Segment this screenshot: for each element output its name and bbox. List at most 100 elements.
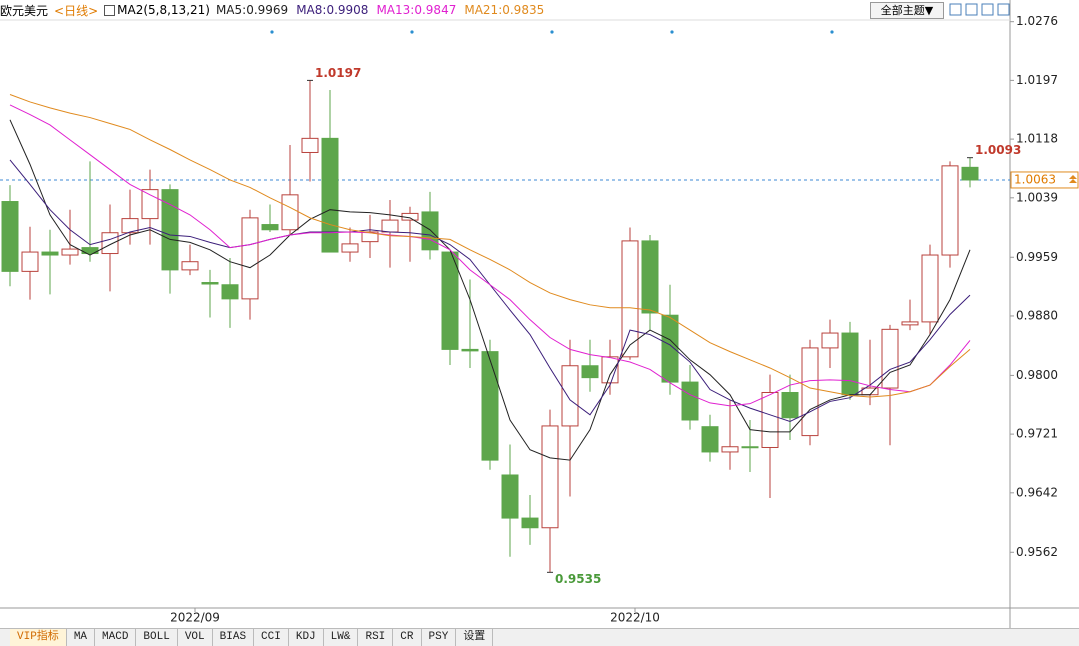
y-tick-label: 0.9880 [1016,308,1058,322]
candle-body [841,332,859,396]
y-tick-label: 1.0197 [1016,73,1058,87]
indicator-tab[interactable]: MACD [95,629,137,646]
candle-body [961,166,979,181]
candle-body [601,356,619,384]
indicator-tab[interactable]: LW& [324,629,359,646]
legend-value: 0.9847 [410,3,456,17]
indicator-tab[interactable]: VOL [178,629,213,646]
candle-body [41,251,59,256]
candle-body [641,240,659,314]
extreme-label: 1.0197 [315,66,361,80]
y-tick-label: 0.9562 [1016,545,1058,559]
y-tick-label: 0.9721 [1016,427,1058,441]
indicator-tab[interactable]: VIP指标 [10,629,67,646]
indicator-tab[interactable]: RSI [358,629,394,646]
indicator-tab[interactable]: CCI [254,629,289,646]
legend-entry: MA130.9847 [376,3,456,17]
candle-body [381,219,399,233]
candle-body [1,201,19,272]
candle-body [761,391,779,448]
candle-body [481,351,499,461]
legend-name: MA21 [464,3,499,17]
candle-body [21,251,39,272]
candle-body [881,328,899,389]
legend-name: MA13 [376,3,411,17]
candle-body [341,243,359,253]
candle-body [421,211,439,251]
extreme-label: 0.9535 [555,572,601,586]
candle-body [621,240,639,358]
candle-body [61,248,79,256]
symbol-title: 欧元美元 [0,3,49,18]
candle-body [161,189,179,271]
candle-body [681,381,699,421]
y-tick-label: 1.0039 [1016,190,1058,204]
candle-body [141,189,159,220]
candle-body [581,365,599,379]
candle-body [101,232,119,255]
indicator-tab[interactable]: MA [67,629,96,646]
candle-body [561,365,579,427]
ma-line [9,94,971,398]
ma-line [9,119,971,461]
legend-entry: MA210.9835 [464,3,544,17]
candle-body [901,321,919,326]
candle-body [501,474,519,519]
candle-body [461,348,479,352]
candle-body [241,217,259,300]
indicator-tab[interactable]: PSY [422,629,457,646]
period[interactable]: <日线> [54,3,99,18]
indicator-tab[interactable]: BOLL [136,629,178,646]
legend-value: 0.9908 [322,3,368,17]
x-tick-label: 2022/10 [610,611,660,625]
last-price-arrow [1069,174,1077,183]
legend-entry: MA50.9969 [216,3,288,17]
legend-entry: MA80.9908 [296,3,368,17]
theme-button[interactable]: 全部主题▼ [870,2,944,19]
candle-body [361,231,379,243]
candle-body [941,165,959,256]
indicator-tab[interactable]: BIAS [213,629,255,646]
y-tick-label: 0.9959 [1016,250,1058,264]
legend-value: 0.9835 [498,3,544,17]
candle-body [441,251,459,350]
candle-body [221,284,239,300]
indicator-tabs: VIP指标 MA MACD BOLL VOL BIAS CCI KDJ LW& RSI CR PSY 设… [0,628,1079,646]
indicator-tab[interactable]: 设置 [456,629,494,646]
y-tick-label: 0.9800 [1016,368,1058,382]
y-tick-label: 1.0118 [1016,132,1058,146]
indicator-tab[interactable]: KDJ [289,629,324,646]
y-tick-label: 0.9642 [1016,485,1058,499]
candle-body [121,218,139,234]
candle-body [701,426,719,453]
view-icons[interactable] [949,3,1010,16]
candle-body [281,194,299,231]
legend-value: 0.9969 [242,3,288,17]
candle-body [321,137,339,253]
x-tick-label: 2022/09 [170,611,220,625]
legend-name: MA8 [296,3,323,17]
indicator-tab[interactable]: CR [393,629,422,646]
event-dots [270,30,834,34]
legend-name: MA5 [215,3,243,17]
extreme-label: 1.0093 [975,143,1021,157]
candle-body [661,314,679,383]
candle-body [801,347,819,437]
candle-body [301,137,319,153]
chart: 1.0276 1.0197 1.0118 1.0039 0.9959 0.9880 0.98… [0,0,1079,628]
candle-body [201,282,219,285]
toolbar: 欧元美元 <日线> MA2(5,8,13,21) MA50.9969MA80.9… [0,0,1010,20]
last-price-label: 1.0063 [1014,172,1056,186]
ma-line [9,104,971,407]
y-tick-label: 1.0276 [1016,14,1058,28]
indicator-name: MA2(5,8,13,21) [117,3,210,17]
last-price-box [1010,171,1079,189]
candle-body [261,224,279,231]
candle-body [521,517,539,529]
indicator-icon[interactable] [104,4,116,16]
candle-body [181,261,199,271]
candle-body [921,254,939,323]
candle-body [541,425,559,529]
candle-body [781,391,799,419]
